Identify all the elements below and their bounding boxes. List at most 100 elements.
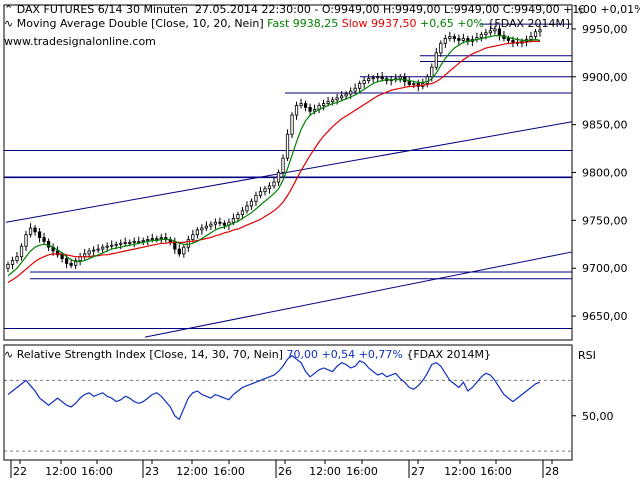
- slow-ma-value: Slow 9937,50: [341, 17, 417, 30]
- candle: [407, 76, 411, 88]
- candle: [159, 233, 163, 244]
- candle: [236, 211, 240, 223]
- candle-body: [78, 256, 82, 261]
- candle-body: [146, 239, 150, 241]
- candle: [299, 98, 303, 109]
- candle: [439, 40, 443, 57]
- candle: [263, 185, 267, 196]
- candle-body: [73, 260, 78, 266]
- candle: [96, 244, 100, 253]
- candle-body: [272, 181, 276, 187]
- price-tick-label: 9750,00: [582, 214, 628, 227]
- candle: [533, 28, 538, 41]
- candle-body: [159, 237, 163, 239]
- candle: [258, 186, 263, 199]
- candle: [371, 74, 375, 83]
- candle-body: [321, 103, 326, 106]
- candle-body: [6, 263, 10, 269]
- candle: [24, 230, 28, 251]
- candle-body: [137, 241, 141, 243]
- candle-body: [398, 76, 402, 80]
- candle-body: [407, 81, 411, 85]
- candle-body: [263, 188, 267, 193]
- candle: [394, 73, 398, 83]
- candle: [443, 34, 447, 49]
- candle-body: [308, 107, 312, 112]
- trendline: [144, 251, 573, 338]
- candle-body: [335, 97, 339, 101]
- candle: [353, 83, 357, 95]
- candle-body: [452, 36, 456, 39]
- candle-body: [479, 34, 484, 38]
- candle: [200, 224, 204, 235]
- candle-body: [349, 90, 353, 95]
- time-tick-label: 16:00: [346, 465, 378, 478]
- fast-ma-value: Fast 9938,25: [267, 17, 339, 30]
- candle-body: [529, 36, 533, 40]
- candle-body: [312, 108, 317, 112]
- candles-layer: [6, 25, 542, 273]
- rsi-value: 70,00 +0,54 +0,77%: [286, 348, 403, 361]
- candle-body: [92, 249, 96, 252]
- candle: [110, 240, 114, 250]
- candle: [254, 191, 258, 206]
- candle-body: [33, 227, 37, 233]
- candle: [281, 154, 285, 178]
- candle: [376, 72, 380, 83]
- candle-body: [213, 221, 218, 225]
- candle-body: [294, 105, 299, 116]
- candle-body: [177, 248, 181, 255]
- candle-body: [276, 172, 281, 183]
- candle: [339, 91, 344, 101]
- candle-body: [240, 210, 245, 216]
- time-tick-label: 22: [13, 465, 27, 478]
- time-tick-label: 12:00: [444, 465, 476, 478]
- rsi-line: [7, 354, 541, 421]
- candle-body: [236, 214, 240, 219]
- rsi-axis-label: RSI: [578, 349, 596, 362]
- candle-body: [533, 31, 538, 37]
- ma-title: Moving Average Double [Close, 10, 20, Ne…: [16, 17, 264, 30]
- time-axis-ticks: 22 12:00 16:00 23 12:00 16:00 26 12:00 16:00 27 12…: [10, 460, 559, 478]
- candle-body: [448, 36, 452, 39]
- candle-body: [506, 38, 511, 41]
- currency-label: €: [578, 3, 585, 16]
- candle-body: [330, 99, 335, 103]
- candle-body: [380, 76, 384, 80]
- candle-body: [46, 241, 51, 248]
- price-tick-label: 9700,00: [582, 262, 628, 275]
- price-tick-label: 9650,00: [582, 310, 628, 323]
- candle-body: [443, 38, 447, 44]
- candle: [448, 31, 452, 42]
- candle-body: [493, 28, 497, 32]
- candle: [177, 244, 181, 257]
- candle: [303, 100, 308, 112]
- candle-body: [218, 221, 222, 224]
- candle: [321, 99, 326, 111]
- candle-body: [24, 234, 28, 247]
- ma-symbol: {FDAX 2014M}: [487, 17, 573, 30]
- candle-body: [128, 241, 132, 244]
- moving-averages-layer: [7, 35, 541, 284]
- candle: [42, 232, 46, 245]
- candle: [173, 237, 177, 254]
- candle: [276, 169, 281, 186]
- price-tick-label: 9800,00: [582, 167, 628, 180]
- candle: [55, 246, 60, 258]
- candle-body: [37, 231, 42, 238]
- time-tick-label: 16:00: [480, 465, 512, 478]
- candle-body: [200, 227, 204, 231]
- candle-body: [412, 83, 416, 85]
- candle: [164, 232, 168, 243]
- candle-body: [87, 250, 91, 255]
- candle-body: [245, 205, 249, 212]
- candle: [290, 112, 294, 139]
- time-tick-label: 26: [278, 465, 292, 478]
- rsi-wave-icon: ∿: [4, 348, 17, 361]
- candle-body: [155, 238, 159, 240]
- candle-body: [353, 87, 357, 92]
- candle: [421, 78, 425, 90]
- candle: [434, 48, 438, 71]
- grid-layer: [4, 379, 572, 452]
